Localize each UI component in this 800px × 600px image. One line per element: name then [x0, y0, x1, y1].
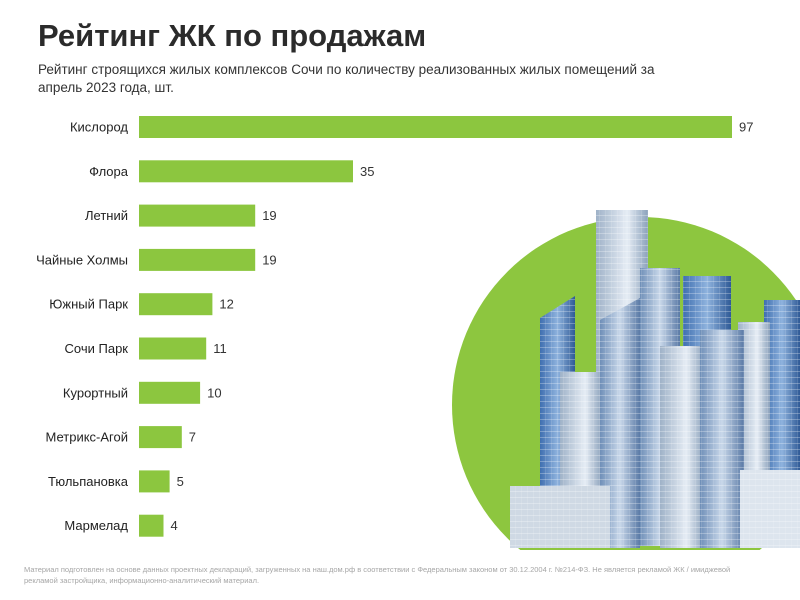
footnote-disclaimer: Материал подготовлен на основе данных пр…	[24, 565, 731, 585]
value-label: 11	[213, 341, 227, 356]
category-label: Мармелад	[64, 518, 128, 533]
category-label: Чайные Холмы	[36, 252, 128, 267]
value-label: 35	[360, 164, 374, 179]
value-label: 4	[171, 518, 178, 533]
sales-bar-chart: Кислород 97 Флора 35 Летний 19 Чайные Холмы 19 Ю…	[36, 116, 800, 550]
bar-9	[139, 470, 170, 493]
bar-3	[139, 204, 256, 227]
value-label: 19	[262, 252, 276, 267]
category-label: Кислород	[70, 120, 128, 135]
bar-4	[139, 248, 256, 271]
value-label: 7	[189, 430, 196, 445]
bar-2	[139, 160, 353, 183]
chart-subtitle: Рейтинг строящихся жилых комплексов Сочи…	[38, 62, 655, 95]
category-label: Сочи Парк	[65, 341, 129, 356]
bar-7	[139, 381, 201, 404]
bar-6	[139, 337, 207, 360]
city-skyscrapers-illustration	[452, 210, 800, 550]
bars-layer: Кислород 97 Флора 35 Летний 19 Чайные Холмы 19 Ю…	[36, 116, 753, 537]
category-label: Летний	[85, 208, 128, 223]
bar-10	[139, 514, 164, 537]
value-label: 97	[739, 120, 753, 135]
value-label: 19	[262, 208, 276, 223]
value-label: 12	[219, 297, 233, 312]
category-label: Курортный	[63, 385, 128, 400]
category-label: Флора	[89, 164, 129, 179]
category-label: Тюльпановка	[48, 474, 129, 489]
value-label: 10	[207, 385, 221, 400]
category-label: Метрикс-Агой	[45, 430, 128, 445]
value-label: 5	[177, 474, 184, 489]
bar-8	[139, 426, 182, 449]
bar-5	[139, 293, 213, 316]
category-label: Южный Парк	[49, 297, 128, 312]
bar-1	[139, 116, 732, 138]
chart-title: Рейтинг ЖК по продажам	[38, 18, 427, 53]
